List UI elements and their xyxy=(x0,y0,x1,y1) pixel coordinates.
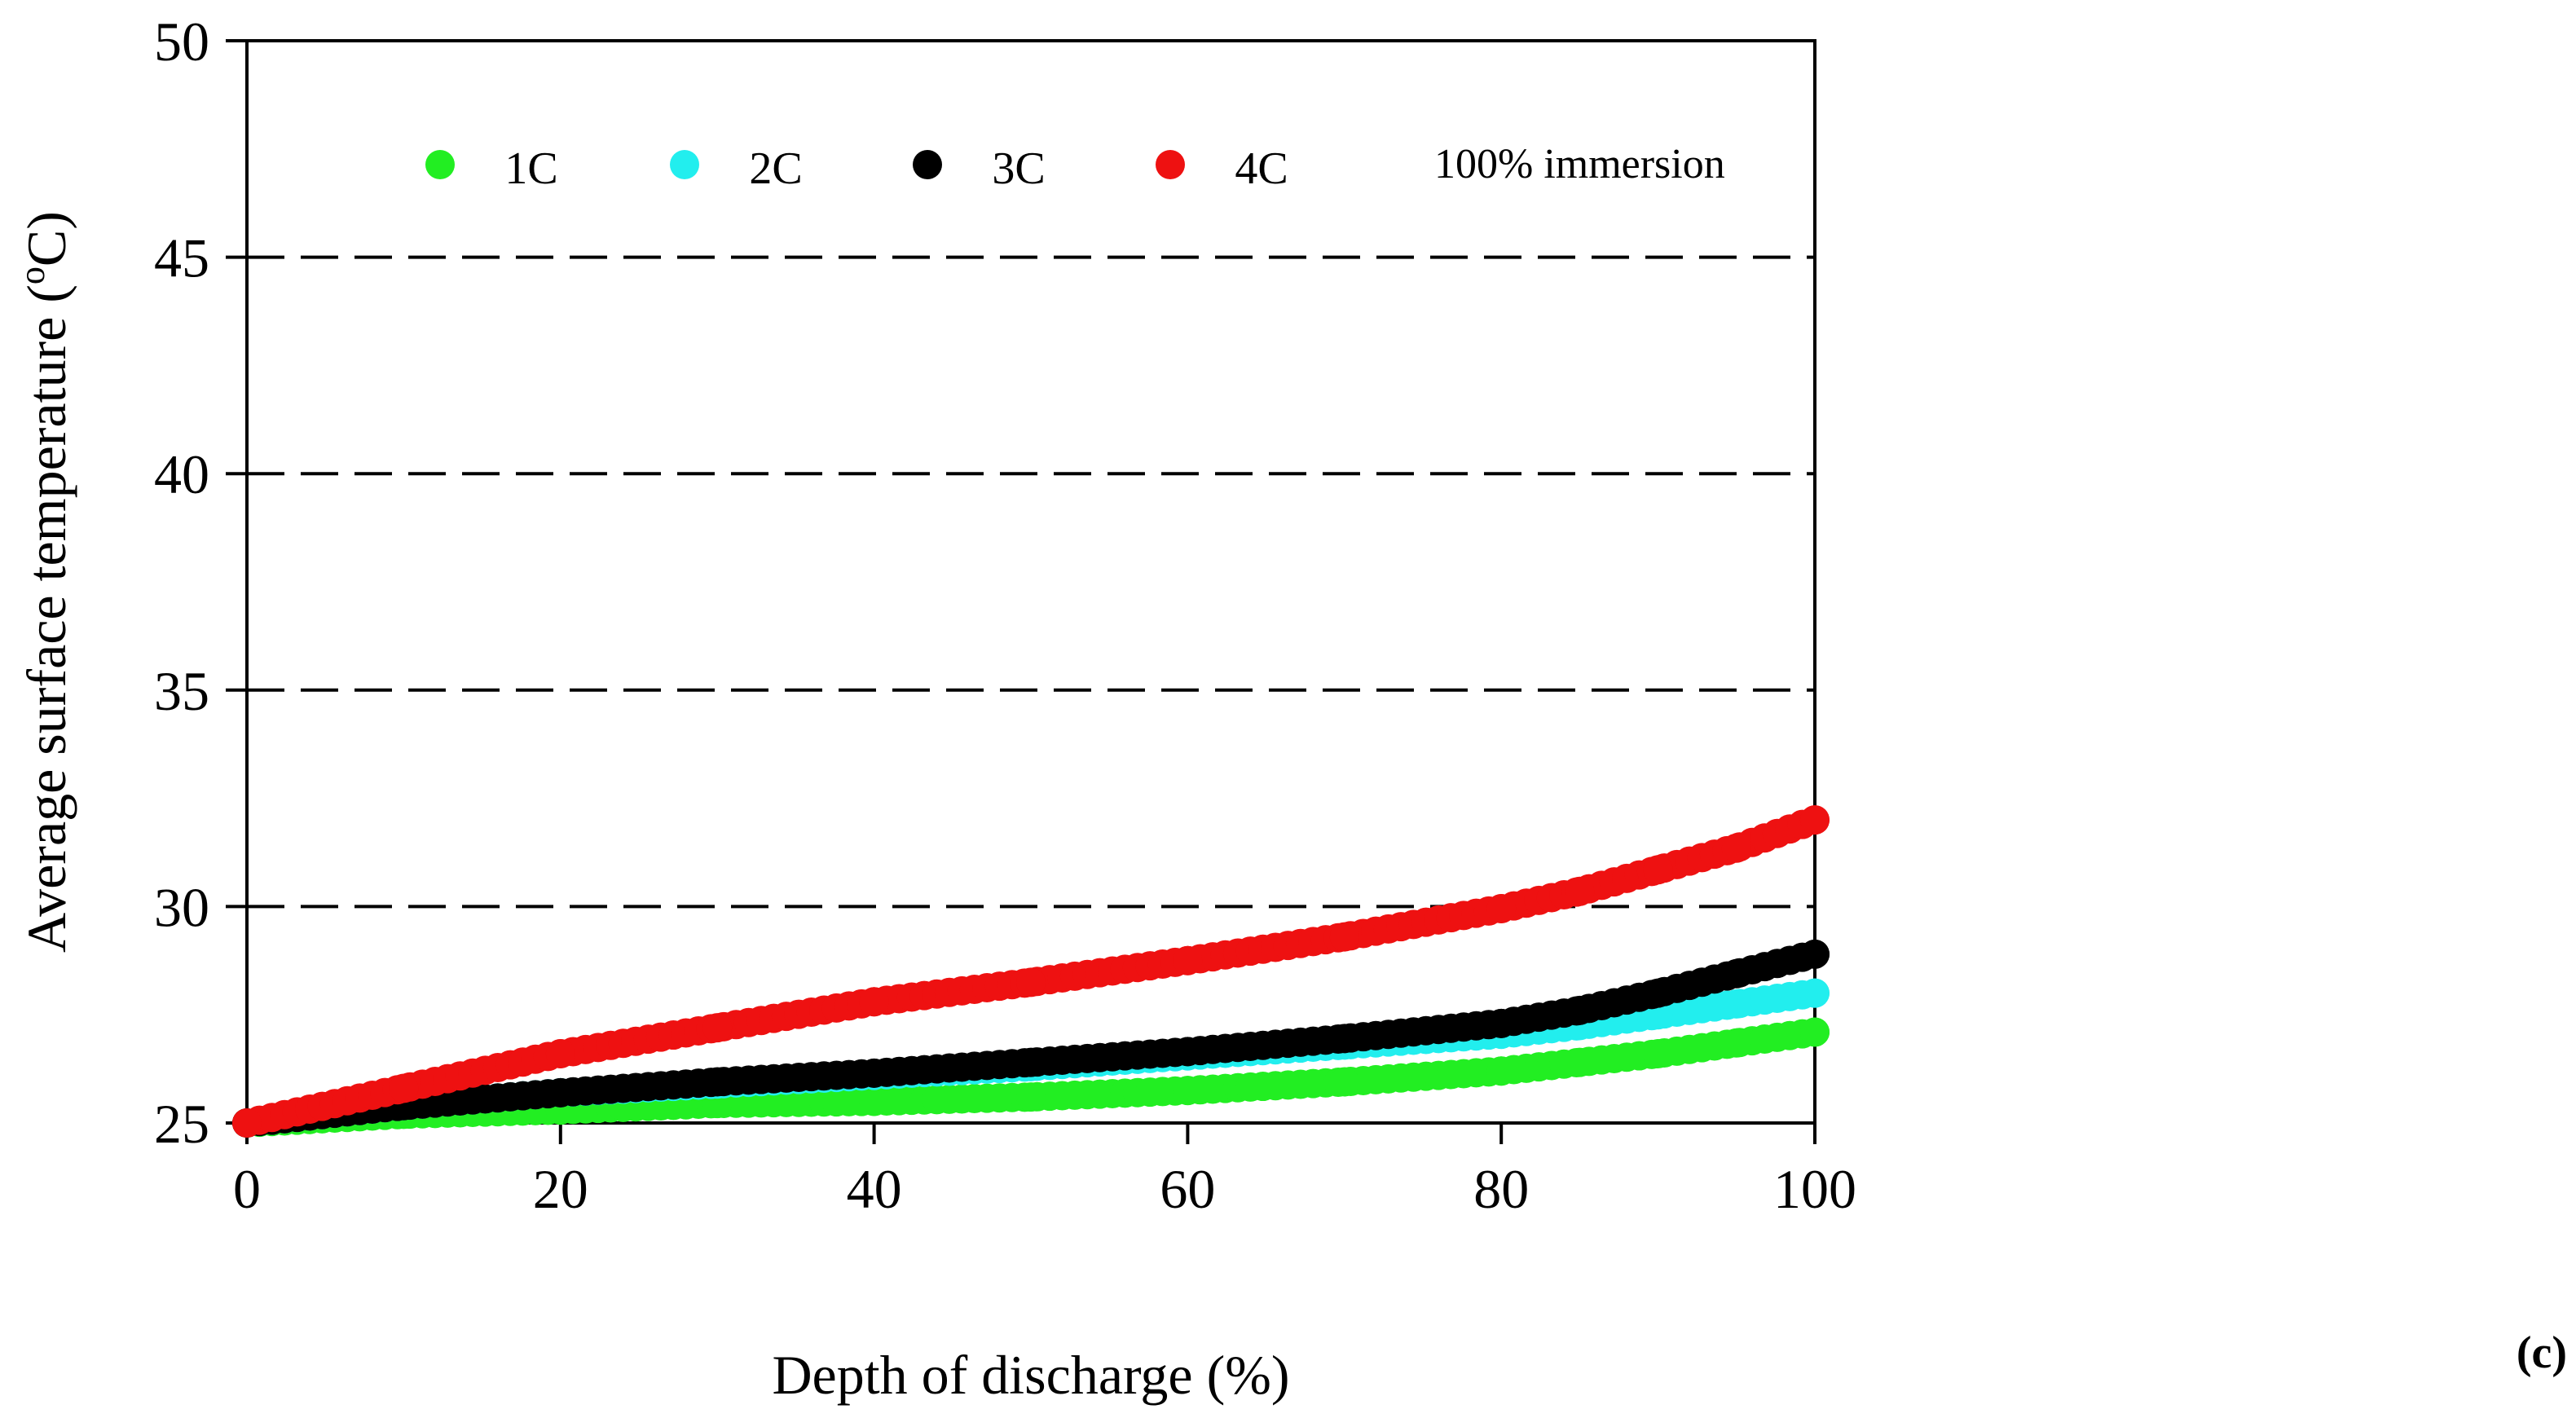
data-point-1C xyxy=(1643,1039,1673,1069)
data-point-1C xyxy=(1565,1047,1595,1077)
y-tick-label: 50 xyxy=(154,11,209,73)
series-4C xyxy=(232,805,1830,1138)
data-point-1C xyxy=(1486,1056,1517,1086)
x-tick-label: 0 xyxy=(233,1158,261,1220)
data-point-1C xyxy=(1016,1082,1046,1112)
y-axis-title-tail: C) xyxy=(15,211,77,266)
data-point-3C xyxy=(702,1067,733,1097)
x-tick-label: 80 xyxy=(1473,1158,1529,1220)
series-3C xyxy=(232,939,1830,1138)
series-1C xyxy=(232,1017,1830,1138)
legend-marker-2C xyxy=(670,150,699,179)
data-point-1C xyxy=(1800,1017,1830,1047)
plot-frame xyxy=(245,39,1816,1125)
data-point-3C xyxy=(1721,958,1751,989)
x-tick-label: 60 xyxy=(1160,1158,1215,1220)
data-point-3C xyxy=(1173,1037,1203,1067)
data-point-4C xyxy=(545,1039,575,1069)
data-point-3C xyxy=(1329,1024,1359,1054)
legend-marker-3C xyxy=(913,150,942,179)
y-axis-title-main: Average surface temperature ( xyxy=(15,284,77,953)
data-point-1C xyxy=(1173,1076,1203,1106)
data-point-1C xyxy=(859,1086,889,1116)
legend-label-4C: 4C xyxy=(1235,143,1288,194)
data-point-4C xyxy=(1643,855,1673,885)
data-point-3C xyxy=(859,1058,889,1088)
legend-label-2C: 2C xyxy=(749,143,802,194)
legend-label-1C: 1C xyxy=(504,143,557,194)
data-point-3C xyxy=(1016,1047,1046,1077)
y-axis-title-superscript: o xyxy=(12,266,52,284)
data-point-4C xyxy=(859,987,889,1017)
legend-marker-1C xyxy=(425,150,455,179)
x-tick-label: 40 xyxy=(847,1158,902,1220)
data-point-4C xyxy=(702,1013,733,1043)
y-tick-label: 35 xyxy=(154,660,209,722)
data-point-4C xyxy=(1721,833,1751,863)
data-point-4C xyxy=(1486,894,1517,924)
data-point-4C xyxy=(1016,967,1046,997)
legend-marker-4C xyxy=(1156,150,1185,179)
y-tick-label: 25 xyxy=(154,1093,209,1155)
y-tick-label: 30 xyxy=(154,876,209,938)
data-point-4C xyxy=(1800,805,1830,835)
data-point-3C xyxy=(1486,1008,1517,1038)
data-point-3C xyxy=(1565,995,1595,1025)
data-point-4C xyxy=(1565,876,1595,906)
y-tick-label: 45 xyxy=(154,227,209,289)
series-layer xyxy=(232,805,1830,1138)
data-point-2C xyxy=(1800,978,1830,1008)
data-point-3C xyxy=(1643,978,1673,1008)
annotation-text: 100% immersion xyxy=(1434,141,1725,187)
y-axis-title: Average surface temperature (oC) xyxy=(12,211,77,953)
data-point-2C xyxy=(1721,989,1751,1019)
x-tick-label: 20 xyxy=(533,1158,588,1220)
data-point-4C xyxy=(389,1073,419,1103)
legend-label-3C: 3C xyxy=(992,143,1045,194)
axis-ticks: 0 20 40 60 80 100 25 30 35 40 45 50 xyxy=(154,11,1856,1220)
x-axis-title: Depth of discharge (%) xyxy=(772,1344,1289,1406)
data-point-4C xyxy=(1329,922,1359,952)
data-point-4C xyxy=(232,1108,262,1138)
data-point-3C xyxy=(1800,939,1830,969)
data-point-1C xyxy=(1329,1067,1359,1097)
data-point-3C xyxy=(545,1077,575,1108)
y-tick-label: 40 xyxy=(154,443,209,505)
panel-label: (c) xyxy=(2517,1328,2567,1378)
data-point-1C xyxy=(1721,1028,1751,1058)
x-tick-label: 100 xyxy=(1773,1158,1856,1220)
legend: 1C 2C 3C 4C xyxy=(425,143,1288,194)
data-point-4C xyxy=(1173,945,1203,975)
